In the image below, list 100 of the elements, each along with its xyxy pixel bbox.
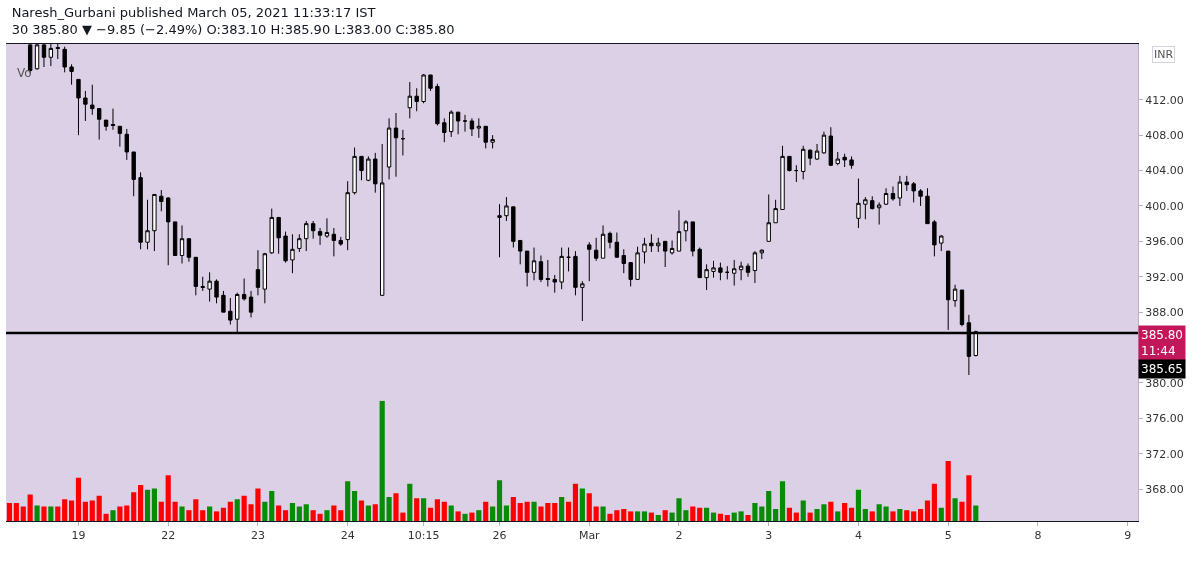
bar — [234, 499, 240, 521]
bar — [586, 493, 592, 521]
candlestick — [656, 237, 661, 253]
candlestick — [538, 255, 544, 283]
candlestick — [856, 178, 861, 229]
bar — [773, 508, 779, 521]
bar — [938, 507, 944, 521]
x-tick-label: 26 — [492, 529, 507, 543]
candlestick — [573, 250, 578, 296]
bar — [345, 481, 351, 521]
bar — [848, 507, 855, 521]
bar — [710, 512, 717, 521]
y-tick-label: 380.00 — [1145, 376, 1184, 390]
bar — [724, 514, 730, 521]
bar — [862, 508, 868, 521]
bar — [579, 488, 585, 521]
bar — [276, 505, 282, 521]
candlestick — [711, 260, 716, 279]
bar — [27, 494, 33, 521]
bar — [766, 490, 772, 521]
y-tick-label: 392.00 — [1145, 270, 1184, 284]
candlestick — [304, 220, 309, 252]
x-tick-label: 2 — [675, 529, 683, 543]
bar — [110, 510, 116, 521]
candlestick — [393, 112, 399, 178]
candlestick — [759, 248, 765, 260]
candlestick — [911, 181, 916, 203]
candlestick — [593, 237, 599, 262]
x-tick-label: 19 — [71, 529, 86, 543]
bar — [124, 505, 130, 521]
bar — [800, 500, 806, 521]
candlestick — [773, 199, 778, 224]
candlestick — [662, 240, 668, 268]
bar — [483, 501, 489, 521]
bar — [296, 506, 302, 521]
candlestick — [780, 145, 785, 210]
candlestick — [876, 201, 882, 226]
bar — [738, 511, 744, 521]
candlestick — [62, 46, 67, 73]
x-tick-label: 22 — [161, 529, 176, 543]
bar — [690, 506, 696, 521]
candlestick — [48, 44, 54, 67]
bar — [282, 510, 289, 521]
candlestick — [566, 247, 571, 272]
bar — [779, 481, 786, 521]
bar — [462, 513, 468, 521]
bar — [303, 504, 309, 521]
candlestick — [241, 278, 247, 302]
bar — [572, 483, 579, 521]
candlestick — [628, 262, 633, 287]
bar — [600, 506, 606, 521]
candlestick — [794, 164, 799, 183]
bar — [20, 506, 26, 521]
candlestick — [207, 271, 212, 303]
bar — [448, 505, 454, 521]
candlestick — [69, 63, 74, 86]
candlestick — [400, 129, 406, 157]
bar — [931, 483, 937, 521]
x-tick-label: 10:15 — [407, 529, 440, 543]
candlestick — [621, 248, 626, 274]
chart-subtitle: 30 385.80 ▼ −9.85 (−2.49%) O:383.10 H:385.90 L:383.00 C:385.80 — [11, 22, 455, 38]
candlestick — [890, 185, 896, 202]
candlestick — [518, 239, 523, 265]
bar — [807, 512, 813, 521]
bar — [731, 512, 737, 521]
bar — [621, 508, 627, 521]
candlestick — [283, 231, 288, 264]
bar — [55, 506, 61, 521]
candlestick — [103, 119, 109, 132]
bar — [62, 499, 68, 521]
bar — [510, 496, 516, 521]
bar — [269, 490, 275, 521]
candlestick — [96, 108, 102, 141]
candlestick — [669, 239, 675, 256]
candlestick — [738, 261, 744, 281]
candlestick — [379, 143, 385, 296]
bar — [648, 512, 654, 521]
bar — [441, 501, 447, 521]
bar — [200, 510, 206, 521]
text: 385.65 — [1141, 362, 1183, 376]
candlestick — [676, 209, 682, 252]
candlestick — [801, 145, 806, 180]
candlestick — [359, 155, 364, 181]
candlestick — [524, 250, 530, 287]
candlestick — [317, 227, 323, 246]
bar — [745, 514, 751, 521]
bar — [41, 506, 47, 521]
candlestick — [587, 241, 592, 282]
candlestick — [34, 44, 40, 71]
bar — [793, 512, 799, 521]
bar — [469, 512, 475, 521]
bar — [68, 500, 75, 521]
bar — [365, 505, 371, 521]
bar — [476, 510, 482, 521]
bar — [207, 506, 213, 521]
candlestick — [152, 193, 157, 252]
candlestick — [324, 217, 330, 239]
candlestick — [200, 276, 205, 292]
candlestick — [683, 219, 689, 242]
candlestick — [835, 151, 840, 166]
